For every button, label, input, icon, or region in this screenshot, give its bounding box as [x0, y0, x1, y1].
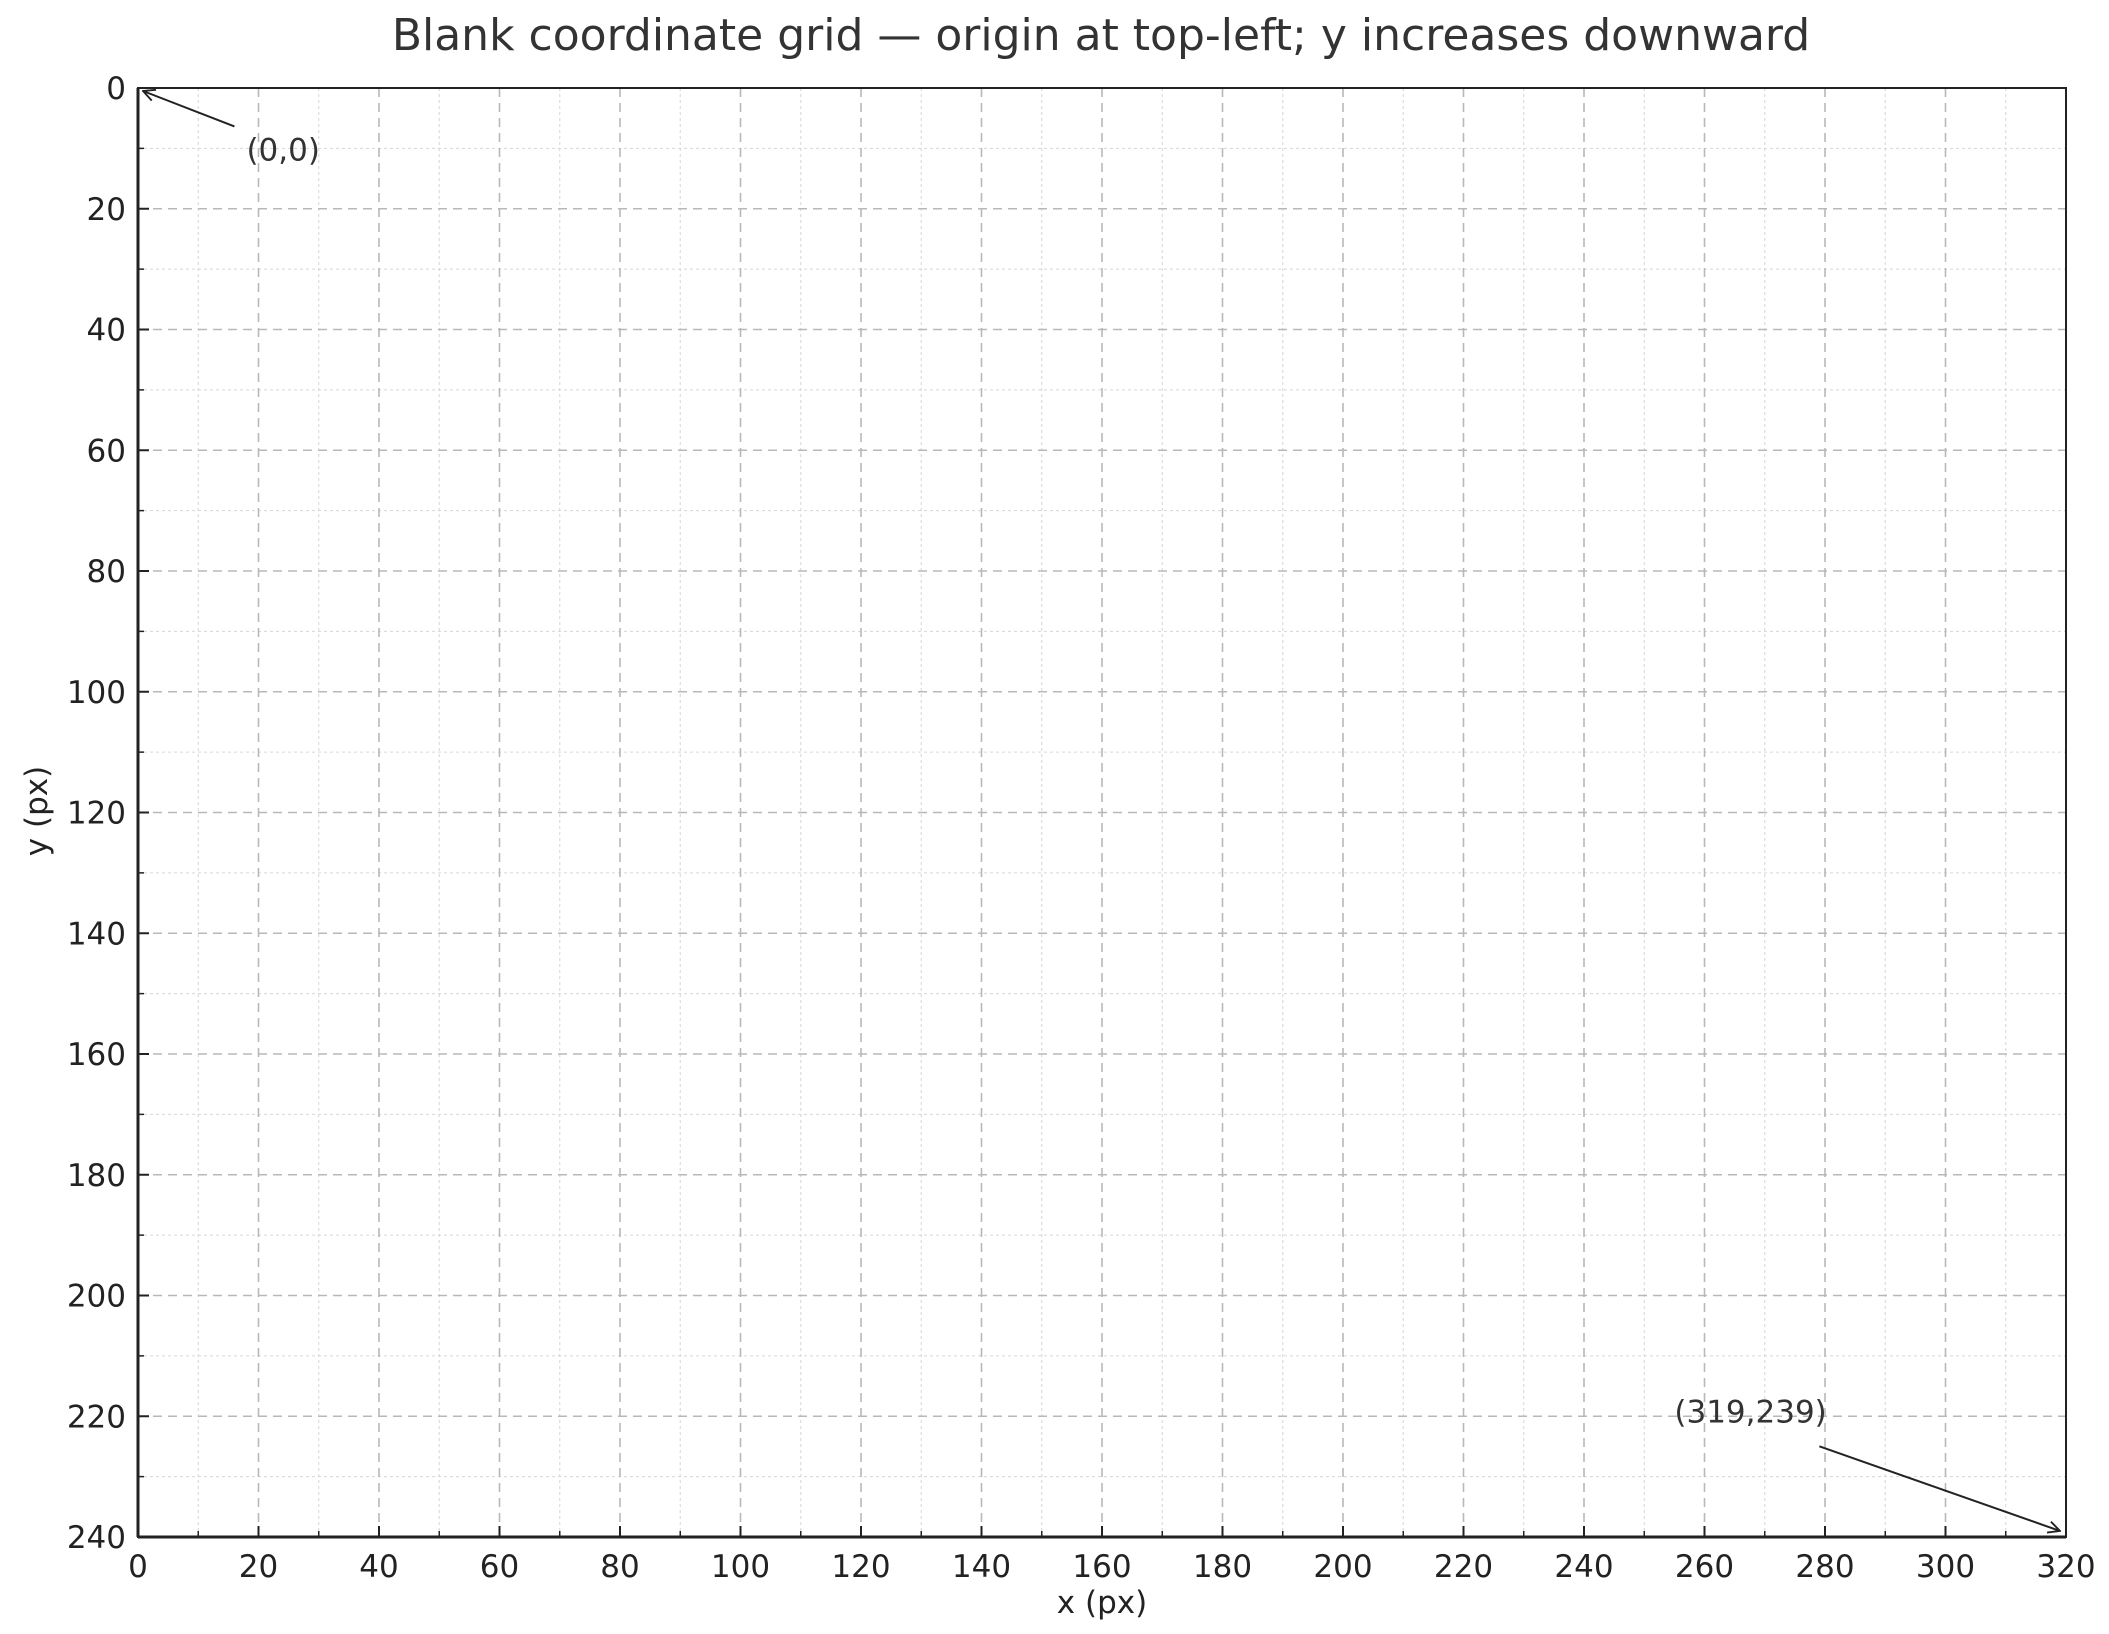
- chart-title: Blank coordinate grid — origin at top-le…: [392, 10, 1810, 61]
- y-tick-label: 160: [67, 1037, 126, 1073]
- x-tick-label: 160: [1072, 1549, 1131, 1585]
- x-tick-label: 60: [480, 1549, 519, 1585]
- annotations: (0,0) (319,239): [143, 91, 2060, 1531]
- x-tick-label: 100: [711, 1549, 770, 1585]
- x-tick-label: 260: [1675, 1549, 1734, 1585]
- x-tick-label: 20: [239, 1549, 278, 1585]
- x-tick-label: 280: [1795, 1549, 1854, 1585]
- x-tick-label: 140: [952, 1549, 1011, 1585]
- y-tick-label: 140: [67, 916, 126, 952]
- y-tick-label: 120: [67, 796, 126, 832]
- y-tick-label: 220: [67, 1399, 126, 1435]
- y-axis-label: y (px): [19, 766, 55, 856]
- y-tick-label: 20: [87, 192, 126, 228]
- x-axis-label: x (px): [1057, 1585, 1147, 1621]
- x-tick-label: 40: [359, 1549, 398, 1585]
- annotation-arrow: [1819, 1445, 2060, 1531]
- x-tick-label: 0: [128, 1549, 148, 1585]
- annotation-label: (319,239): [1674, 1394, 1826, 1430]
- x-tick-label: 220: [1434, 1549, 1493, 1585]
- x-tick-label: 120: [831, 1549, 890, 1585]
- y-tick-label: 0: [106, 71, 126, 107]
- x-tick-label: 320: [2036, 1549, 2095, 1585]
- major-grid: [138, 88, 2066, 1537]
- y-tick-label: 40: [87, 313, 126, 349]
- annotation-label: (0,0): [246, 132, 320, 168]
- y-tick-label: 180: [67, 1158, 126, 1194]
- x-tick-label: 240: [1554, 1549, 1613, 1585]
- y-tick-label: 200: [67, 1279, 126, 1315]
- x-tick-label: 300: [1916, 1549, 1975, 1585]
- y-tick-labels: 0 20 40 60 80 100 120 140 160 180 200 220 240: [67, 71, 126, 1556]
- y-tick-label: 240: [67, 1520, 126, 1556]
- x-tick-label: 200: [1313, 1549, 1372, 1585]
- annotation-arrow: [143, 91, 235, 128]
- y-tick-label: 80: [87, 554, 126, 590]
- x-tick-labels: 0 20 40 60 80 100 120 140 160 180 200 220 240 260 280 3…: [128, 1549, 2095, 1585]
- y-tick-label: 60: [87, 433, 126, 469]
- y-tick-label: 100: [67, 675, 126, 711]
- x-tick-label: 80: [600, 1549, 639, 1585]
- x-tick-label: 180: [1193, 1549, 1252, 1585]
